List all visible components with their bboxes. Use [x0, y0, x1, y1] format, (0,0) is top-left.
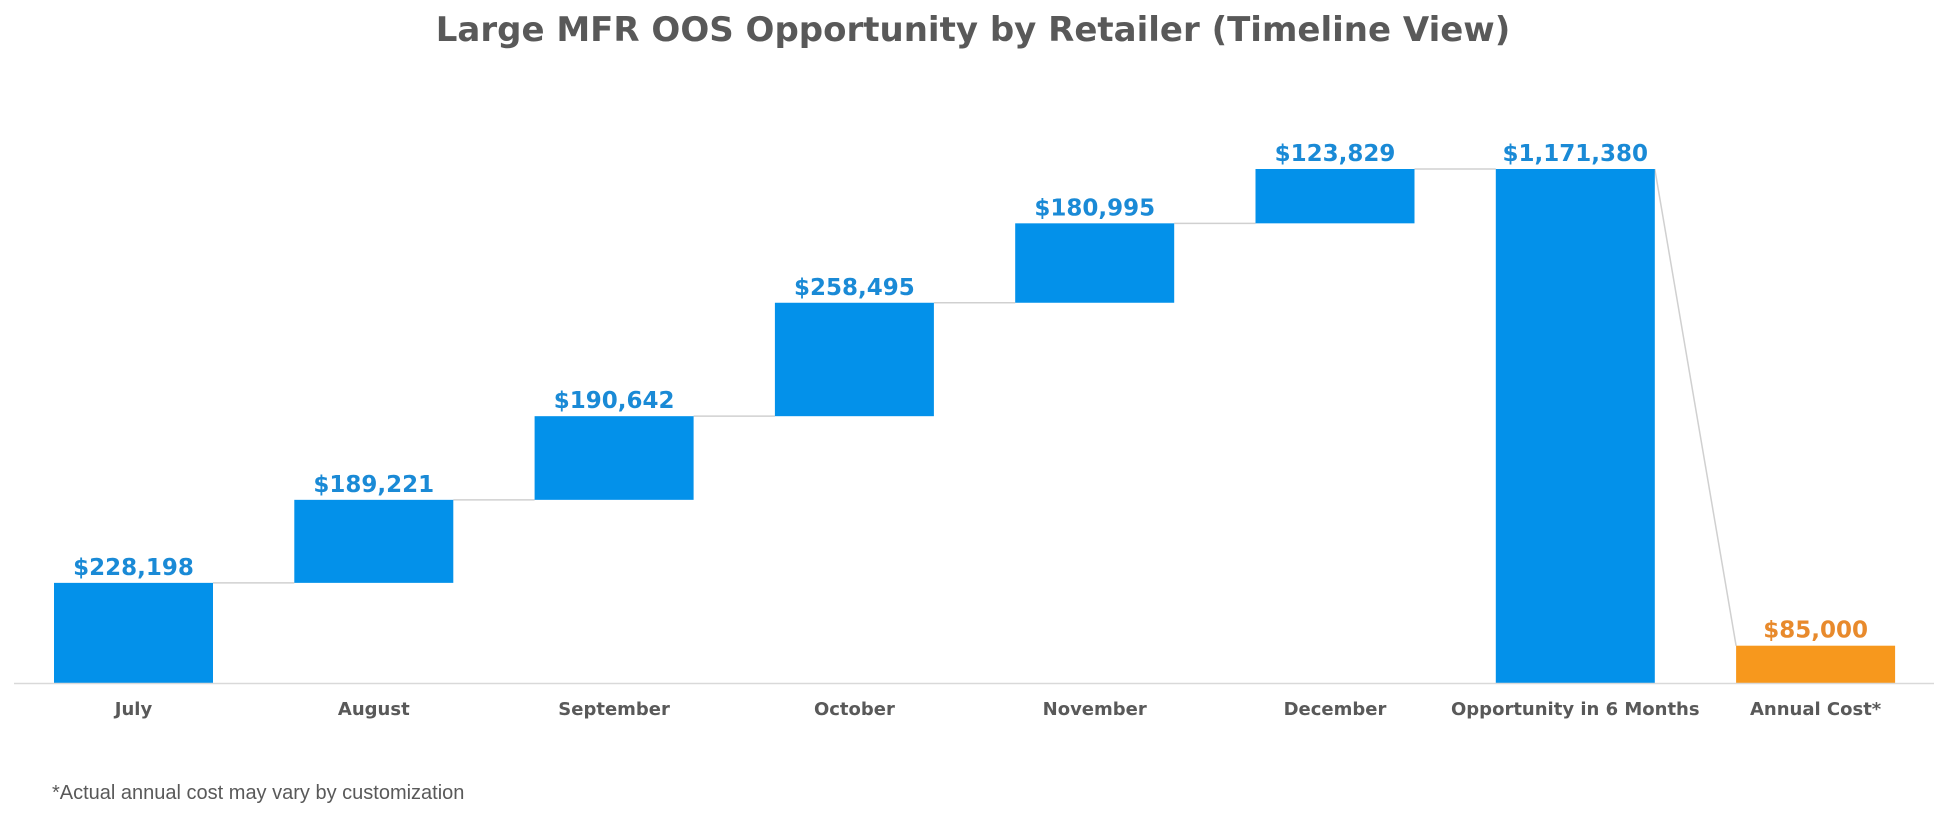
x-tick-label: July [113, 699, 153, 720]
data-labels: $228,198 $189,221 $190,642 $258,495 $180,995… [73, 141, 1868, 644]
x-tick-label: August [338, 699, 410, 720]
data-label: $228,198 [73, 555, 194, 581]
chart-title: Large MFR OOS Opportunity by Retailer (T… [435, 10, 1511, 50]
bars [54, 169, 1896, 683]
bar-september [534, 416, 694, 500]
bar-august [294, 499, 454, 583]
footnote: *Actual annual cost may vary by customiz… [52, 782, 465, 804]
x-tick-label: October [814, 699, 895, 720]
data-label: $85,000 [1763, 618, 1868, 644]
x-tick-label: Annual Cost* [1750, 699, 1882, 720]
data-label: $123,829 [1275, 141, 1396, 167]
x-tick-label: September [558, 699, 670, 720]
x-tick-label: November [1043, 699, 1147, 720]
bar-october [774, 302, 934, 417]
bar-november [1015, 223, 1175, 303]
x-tick-label: Opportunity in 6 Months [1451, 699, 1700, 720]
data-label: $189,221 [313, 472, 434, 498]
data-label: $258,495 [794, 275, 915, 301]
data-label: $1,171,380 [1503, 141, 1649, 167]
bar-opportunity-in-6-months [1495, 169, 1655, 683]
bar-december [1255, 169, 1415, 224]
x-axis-labels: July August September October November Decemb… [113, 699, 1882, 720]
connector-line [1654, 168, 1737, 646]
data-label: $180,995 [1034, 195, 1155, 221]
x-tick-label: December [1284, 699, 1387, 720]
bar-annual-cost [1736, 645, 1896, 683]
bar-july [54, 582, 213, 683]
connector-lines [213, 168, 1737, 646]
data-label: $190,642 [554, 388, 675, 414]
